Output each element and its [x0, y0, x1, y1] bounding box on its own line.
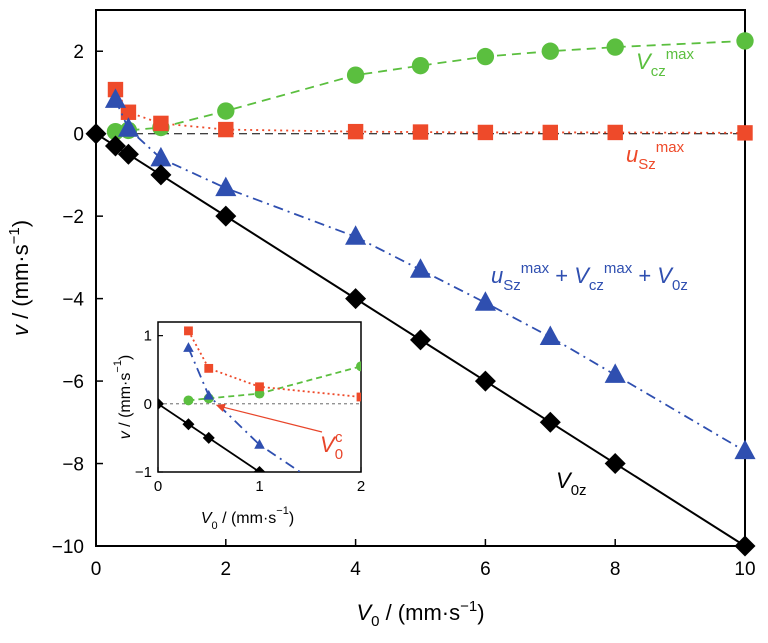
y-tick-label: −10 — [52, 537, 84, 558]
point-v0z — [85, 123, 107, 145]
inset-point-v0z — [182, 418, 195, 431]
point-vcz — [217, 102, 235, 120]
annotation-v0c: V0c — [320, 429, 343, 463]
inset-point-v0z — [158, 397, 164, 410]
inset-y-tick-label: 1 — [144, 328, 152, 345]
y-tick-label: −2 — [62, 207, 84, 228]
point-sum — [474, 291, 496, 311]
inset-y-axis-title: v / (mm·s−1) — [112, 355, 134, 440]
inset-point-sum — [183, 342, 194, 352]
inset-line-vcz — [188, 365, 361, 402]
point-sum — [117, 117, 140, 137]
y-tick-label: −6 — [62, 372, 84, 393]
annotation-arrow-line — [221, 406, 323, 433]
inset-point-usz — [356, 392, 361, 402]
y-tick-label: −8 — [62, 455, 84, 476]
x-tick-label: 4 — [350, 559, 361, 580]
x-tick-label: 8 — [610, 559, 621, 580]
inset-y-tick-label: −1 — [135, 464, 152, 481]
inset-point-usz — [184, 326, 193, 336]
series-line-sum — [114, 99, 746, 452]
point-vcz — [541, 42, 559, 60]
inset-point-usz — [255, 382, 264, 392]
inset-series-group — [158, 326, 361, 472]
inset-x-axis-title: V0 / (mm·s−1) — [201, 505, 294, 532]
series-label-usz: uSzmax — [626, 139, 685, 173]
inset-point-usz — [204, 363, 214, 373]
inset-line-sum — [187, 347, 302, 472]
inset-chart: 0 1 210−1V0 / (mm·s−1)v / (mm·s−1)V0c — [112, 310, 370, 532]
inset-line-v0z — [158, 403, 261, 472]
point-usz — [607, 124, 623, 141]
point-sum — [604, 363, 626, 383]
point-vcz — [411, 56, 430, 75]
point-vcz — [476, 47, 495, 66]
x-tick-label: 6 — [480, 559, 491, 580]
plot-frame — [95, 9, 746, 547]
inset-x-tick-label: 2 — [357, 478, 365, 495]
point-sum — [734, 439, 756, 460]
y-tick-label: 2 — [73, 42, 84, 63]
inset-x-tick-label: 1 — [255, 478, 263, 495]
series-label-vcz: Vczmax — [636, 46, 695, 80]
inset-point-vcz — [356, 361, 361, 372]
point-usz — [218, 121, 234, 138]
inset-line-usz — [187, 330, 361, 398]
point-usz — [542, 124, 558, 141]
y-axis-title: v / (mm·s−1) — [6, 220, 33, 336]
point-sum — [150, 146, 172, 167]
inset-point-sum — [203, 389, 215, 400]
point-sum — [409, 258, 432, 278]
point-sum — [104, 88, 127, 108]
point-usz — [120, 104, 137, 120]
point-vcz — [606, 38, 624, 56]
y-tick-label: −4 — [62, 290, 84, 311]
series-label-sum: uSzmax + Vczmax + V0z — [491, 260, 688, 294]
x-tick-label: 0 — [91, 559, 102, 580]
point-v0z — [104, 135, 126, 157]
series-line-usz — [114, 89, 746, 134]
x-tick-label: 10 — [734, 559, 755, 580]
point-v0z — [410, 329, 431, 351]
inset-x-tick-label: 0 — [154, 478, 162, 495]
point-v0z — [734, 535, 756, 557]
point-sum — [539, 325, 561, 345]
y-tick-label: 0 — [73, 125, 84, 146]
point-v0z — [474, 370, 496, 392]
point-usz — [477, 124, 494, 141]
inset-point-vcz — [183, 395, 194, 406]
point-v0z — [117, 143, 139, 165]
point-vcz — [346, 66, 365, 84]
inset-point-v0z — [202, 431, 215, 444]
point-v0z — [604, 453, 626, 475]
point-usz — [737, 125, 753, 141]
inset-point-sum — [254, 438, 265, 449]
point-sum — [345, 225, 367, 245]
annotation-arrowhead — [215, 403, 226, 412]
point-vcz — [736, 32, 754, 50]
series-label-v0z: V0z — [556, 468, 587, 499]
inset-background — [112, 310, 370, 532]
x-axis-title: V0 / (mm·s−1) — [356, 598, 484, 630]
point-usz — [153, 115, 169, 132]
x-tick-label: 2 — [221, 559, 232, 580]
point-v0z — [150, 164, 172, 186]
point-v0z — [539, 411, 561, 433]
point-usz — [412, 124, 429, 140]
point-v0z — [345, 288, 367, 310]
point-v0z — [215, 205, 237, 227]
inset-y-tick-label: 0 — [144, 396, 152, 413]
point-usz — [347, 123, 364, 140]
inset-point-v0z — [253, 466, 266, 472]
point-sum — [215, 176, 237, 197]
